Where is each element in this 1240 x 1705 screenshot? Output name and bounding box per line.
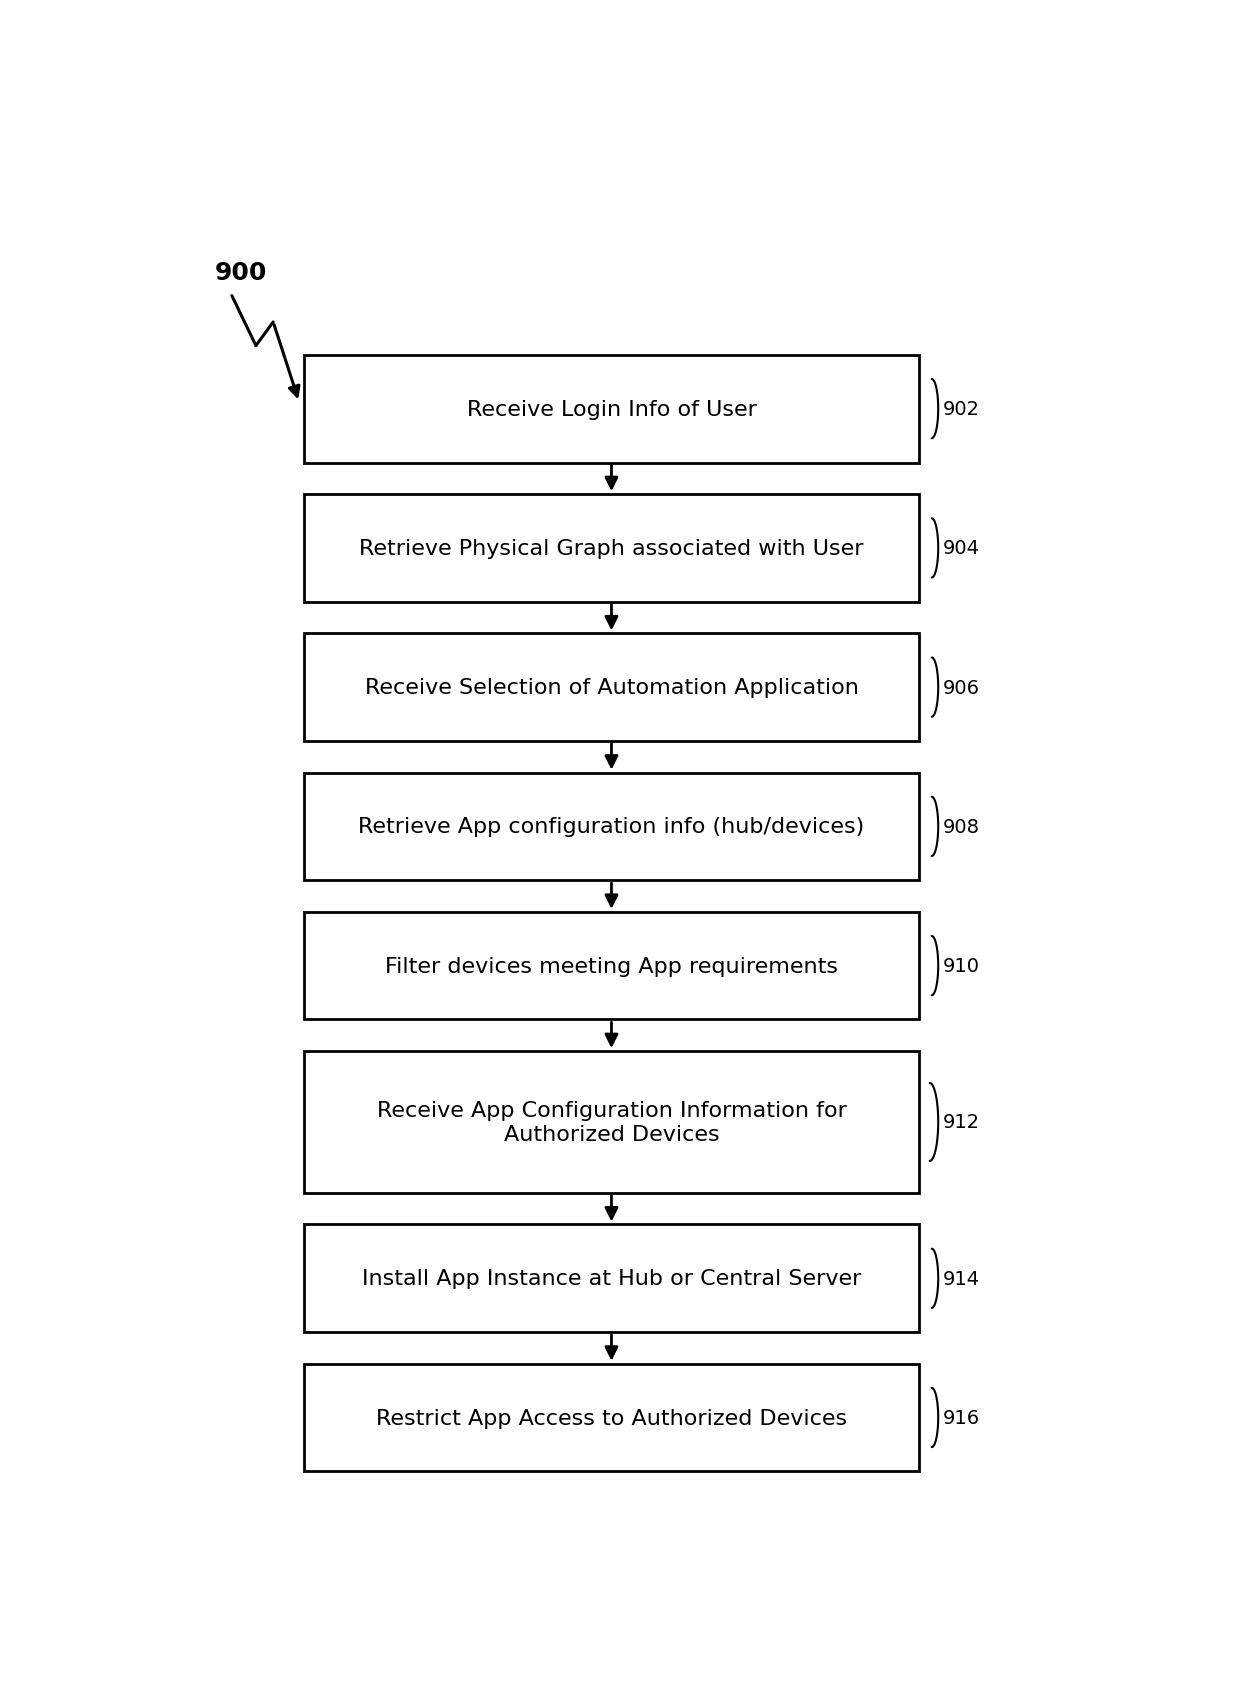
Text: 902: 902 (944, 401, 980, 419)
Text: 908: 908 (944, 817, 980, 837)
Bar (304, 356, 919, 464)
Text: 916: 916 (944, 1408, 980, 1427)
Text: 912: 912 (944, 1113, 980, 1132)
Text: 904: 904 (944, 539, 980, 558)
Text: 914: 914 (944, 1269, 980, 1287)
Bar (304, 912, 919, 1020)
Text: Install App Instance at Hub or Central Server: Install App Instance at Hub or Central S… (362, 1269, 861, 1289)
Text: Retrieve App configuration info (hub/devices): Retrieve App configuration info (hub/dev… (358, 817, 864, 837)
Text: 900: 900 (215, 261, 267, 285)
Text: Receive Login Info of User: Receive Login Info of User (466, 399, 756, 419)
Text: Receive Selection of Automation Application: Receive Selection of Automation Applicat… (365, 677, 858, 697)
Text: Retrieve Physical Graph associated with User: Retrieve Physical Graph associated with … (360, 539, 864, 559)
Text: 910: 910 (944, 957, 980, 975)
Text: Receive App Configuration Information for
Authorized Devices: Receive App Configuration Information fo… (377, 1101, 847, 1144)
Bar (304, 634, 919, 742)
Text: Restrict App Access to Authorized Devices: Restrict App Access to Authorized Device… (376, 1408, 847, 1427)
Bar (304, 494, 919, 602)
Bar (304, 1364, 919, 1471)
Bar (304, 1224, 919, 1332)
Bar (304, 1052, 919, 1193)
Bar (304, 772, 919, 881)
Text: Filter devices meeting App requirements: Filter devices meeting App requirements (384, 957, 838, 975)
Text: 906: 906 (944, 679, 980, 697)
